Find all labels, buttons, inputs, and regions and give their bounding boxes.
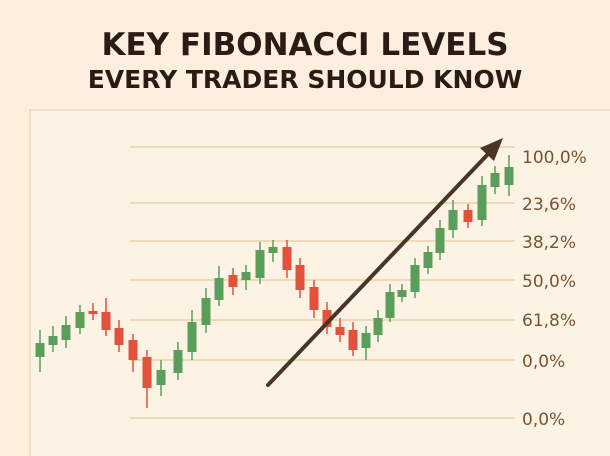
candle-body — [88, 311, 98, 314]
candle-body — [335, 327, 345, 335]
candle-body — [282, 247, 292, 270]
candle-body — [187, 322, 197, 352]
candle-body — [423, 252, 433, 268]
candle-body — [201, 298, 211, 325]
level-label: 38,2% — [522, 233, 576, 253]
candle-body — [75, 312, 85, 328]
candle-body — [448, 210, 458, 230]
candle-body — [435, 228, 445, 253]
candle-body — [48, 336, 58, 345]
arrow-head — [480, 138, 503, 161]
candle-body — [214, 278, 224, 300]
candle-body — [173, 350, 183, 373]
candles — [35, 155, 514, 408]
candle-body — [228, 275, 238, 287]
candle-body — [309, 287, 319, 310]
candle-body — [35, 343, 45, 357]
candle-body — [128, 340, 138, 360]
arrow-shaft — [266, 150, 492, 387]
candle-body — [463, 210, 473, 222]
candle-body — [101, 312, 111, 330]
candle-body — [156, 370, 166, 385]
subtitle: EVERY TRADER SHOULD KNOW — [88, 65, 523, 94]
candle-body — [142, 357, 152, 388]
candle-body — [268, 247, 278, 253]
title: KEY FIBONACCI LEVELS — [101, 27, 508, 63]
candle-body — [348, 330, 358, 350]
level-label: 23,6% — [522, 195, 576, 215]
candle-body — [385, 292, 395, 318]
candle-body — [373, 318, 383, 335]
candle-body — [322, 310, 332, 327]
candle-body — [61, 325, 71, 340]
candle-body — [255, 250, 265, 278]
candle-body — [410, 265, 420, 292]
trend-arrow — [266, 138, 503, 387]
candle-body — [361, 333, 371, 348]
candle-body — [504, 167, 514, 185]
fib-levels: 100,0% 23,6% 38,2% 50,0% 61,8% 0,0% 0,0% — [130, 146, 587, 430]
candle-body — [397, 290, 407, 297]
candle-body — [295, 265, 305, 290]
level-label: 61,8% — [522, 311, 576, 331]
level-label: 0,0% — [522, 410, 565, 430]
level-label: 50,0% — [522, 272, 576, 292]
candle-body — [114, 328, 124, 345]
level-label: 100,0% — [522, 148, 587, 168]
level-label: 0,0% — [522, 352, 565, 372]
candle-body — [241, 272, 251, 280]
candle-body — [477, 185, 487, 220]
candle-body — [490, 173, 500, 187]
